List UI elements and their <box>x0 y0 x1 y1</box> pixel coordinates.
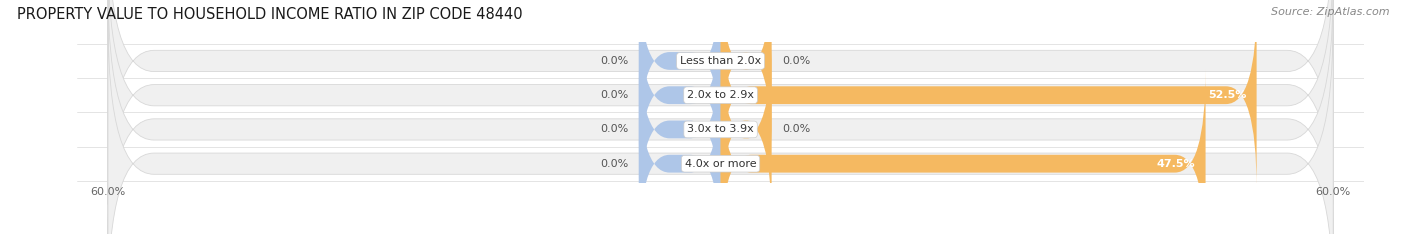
Text: 0.0%: 0.0% <box>600 159 628 169</box>
FancyBboxPatch shape <box>108 0 1333 234</box>
FancyBboxPatch shape <box>638 0 721 155</box>
Text: 4.0x or more: 4.0x or more <box>685 159 756 169</box>
Text: 0.0%: 0.0% <box>600 90 628 100</box>
Text: 0.0%: 0.0% <box>600 56 628 66</box>
FancyBboxPatch shape <box>721 36 772 223</box>
Text: Less than 2.0x: Less than 2.0x <box>681 56 761 66</box>
Text: 52.5%: 52.5% <box>1208 90 1246 100</box>
Text: 2.0x to 2.9x: 2.0x to 2.9x <box>688 90 754 100</box>
FancyBboxPatch shape <box>721 0 772 155</box>
FancyBboxPatch shape <box>108 0 1333 234</box>
FancyBboxPatch shape <box>108 0 1333 205</box>
FancyBboxPatch shape <box>721 70 1205 234</box>
FancyBboxPatch shape <box>638 1 721 189</box>
Text: Source: ZipAtlas.com: Source: ZipAtlas.com <box>1271 7 1389 17</box>
Text: 0.0%: 0.0% <box>782 124 810 135</box>
Text: 47.5%: 47.5% <box>1157 159 1195 169</box>
FancyBboxPatch shape <box>721 1 1257 189</box>
Text: 0.0%: 0.0% <box>782 56 810 66</box>
Text: 0.0%: 0.0% <box>600 124 628 135</box>
Legend: Without Mortgage, With Mortgage: Without Mortgage, With Mortgage <box>603 231 838 234</box>
FancyBboxPatch shape <box>638 70 721 234</box>
Text: PROPERTY VALUE TO HOUSEHOLD INCOME RATIO IN ZIP CODE 48440: PROPERTY VALUE TO HOUSEHOLD INCOME RATIO… <box>17 7 523 22</box>
Text: 3.0x to 3.9x: 3.0x to 3.9x <box>688 124 754 135</box>
FancyBboxPatch shape <box>638 36 721 223</box>
FancyBboxPatch shape <box>108 20 1333 234</box>
